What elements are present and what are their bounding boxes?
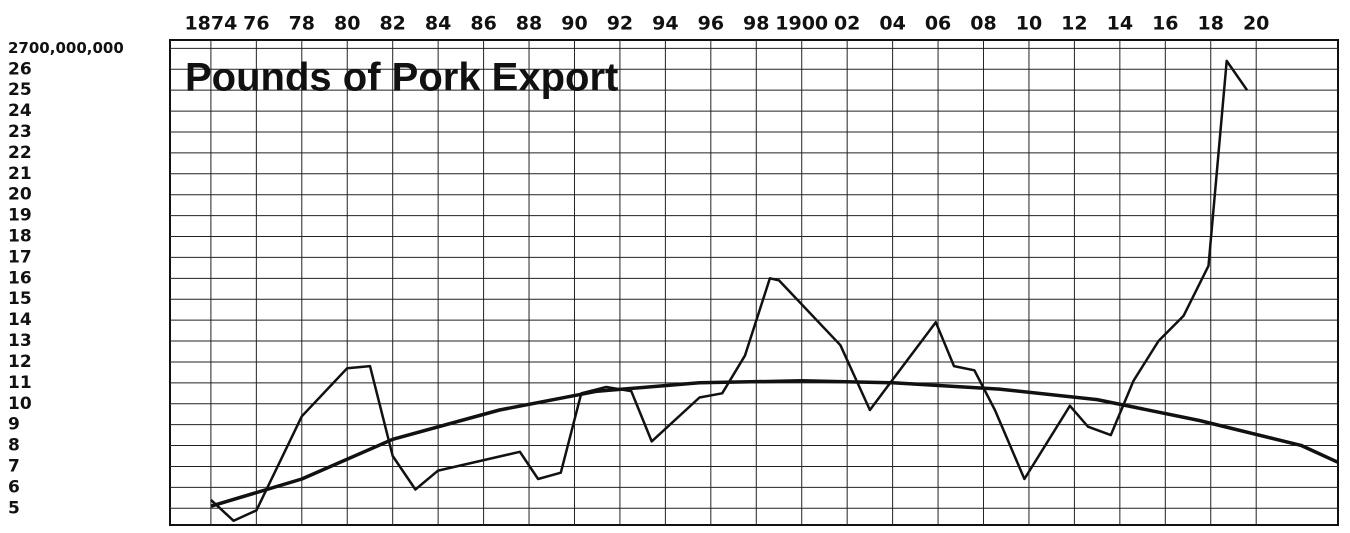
chart-title: Pounds of Pork Export [185, 56, 618, 100]
y-tick-label: 14 [8, 310, 32, 330]
y-tick-label: 19 [8, 206, 32, 226]
x-tick-label: 16 [1152, 13, 1178, 35]
x-tick-label: 76 [243, 13, 269, 35]
y-tick-label: 8 [8, 436, 20, 456]
x-tick-label: 94 [652, 13, 678, 35]
y-tick-label: 24 [8, 101, 32, 121]
x-tick-label: 18 [1198, 13, 1224, 35]
plot-frame [169, 39, 1339, 526]
y-tick-label: 9 [8, 415, 20, 435]
y-tick-label: 7 [8, 456, 20, 476]
x-tick-label: 1874 [184, 13, 237, 35]
y-tick-label: 6 [8, 477, 20, 497]
data-line [210, 59, 1249, 523]
x-tick-label: 84 [425, 13, 451, 35]
x-tick-label: 90 [561, 13, 587, 35]
y-tick-label: 16 [8, 268, 32, 288]
x-tick-label: 82 [379, 13, 405, 35]
x-tick-label: 86 [470, 13, 496, 35]
y-tick-label: 12 [8, 352, 32, 372]
y-tick-label: 21 [8, 164, 32, 184]
x-tick-label: 98 [743, 13, 769, 35]
x-tick-label: 88 [516, 13, 542, 35]
y-tick-label: 22 [8, 143, 32, 163]
y-tick-label: 20 [8, 185, 32, 205]
x-tick-label: 04 [879, 13, 905, 35]
x-tick-label: 02 [834, 13, 860, 35]
y-tick-label: 15 [8, 289, 32, 309]
x-tick-label: 08 [970, 13, 996, 35]
x-tick-label: 14 [1107, 13, 1133, 35]
y-tick-label: 18 [8, 227, 32, 247]
x-tick-label: 78 [289, 13, 315, 35]
y-tick-label: 10 [8, 394, 32, 414]
x-tick-label: 96 [698, 13, 724, 35]
y-tick-label: 5 [8, 498, 20, 518]
x-tick-label: 20 [1243, 13, 1269, 35]
y-tick-label: 25 [8, 80, 32, 100]
y-tick-label: 2700,000,000 [8, 39, 124, 57]
trend-line [210, 379, 1339, 508]
y-tick-label: 11 [8, 373, 32, 393]
x-tick-label: 12 [1061, 13, 1087, 35]
y-tick-label: 17 [8, 247, 32, 267]
y-tick-label: 13 [8, 331, 32, 351]
x-tick-label: 1900 [775, 13, 828, 35]
x-tick-label: 80 [334, 13, 360, 35]
x-tick-label: 92 [607, 13, 633, 35]
y-tick-label: 26 [8, 59, 32, 79]
x-tick-label: 06 [925, 13, 951, 35]
x-tick-label: 10 [1016, 13, 1042, 35]
y-tick-label: 23 [8, 122, 32, 142]
